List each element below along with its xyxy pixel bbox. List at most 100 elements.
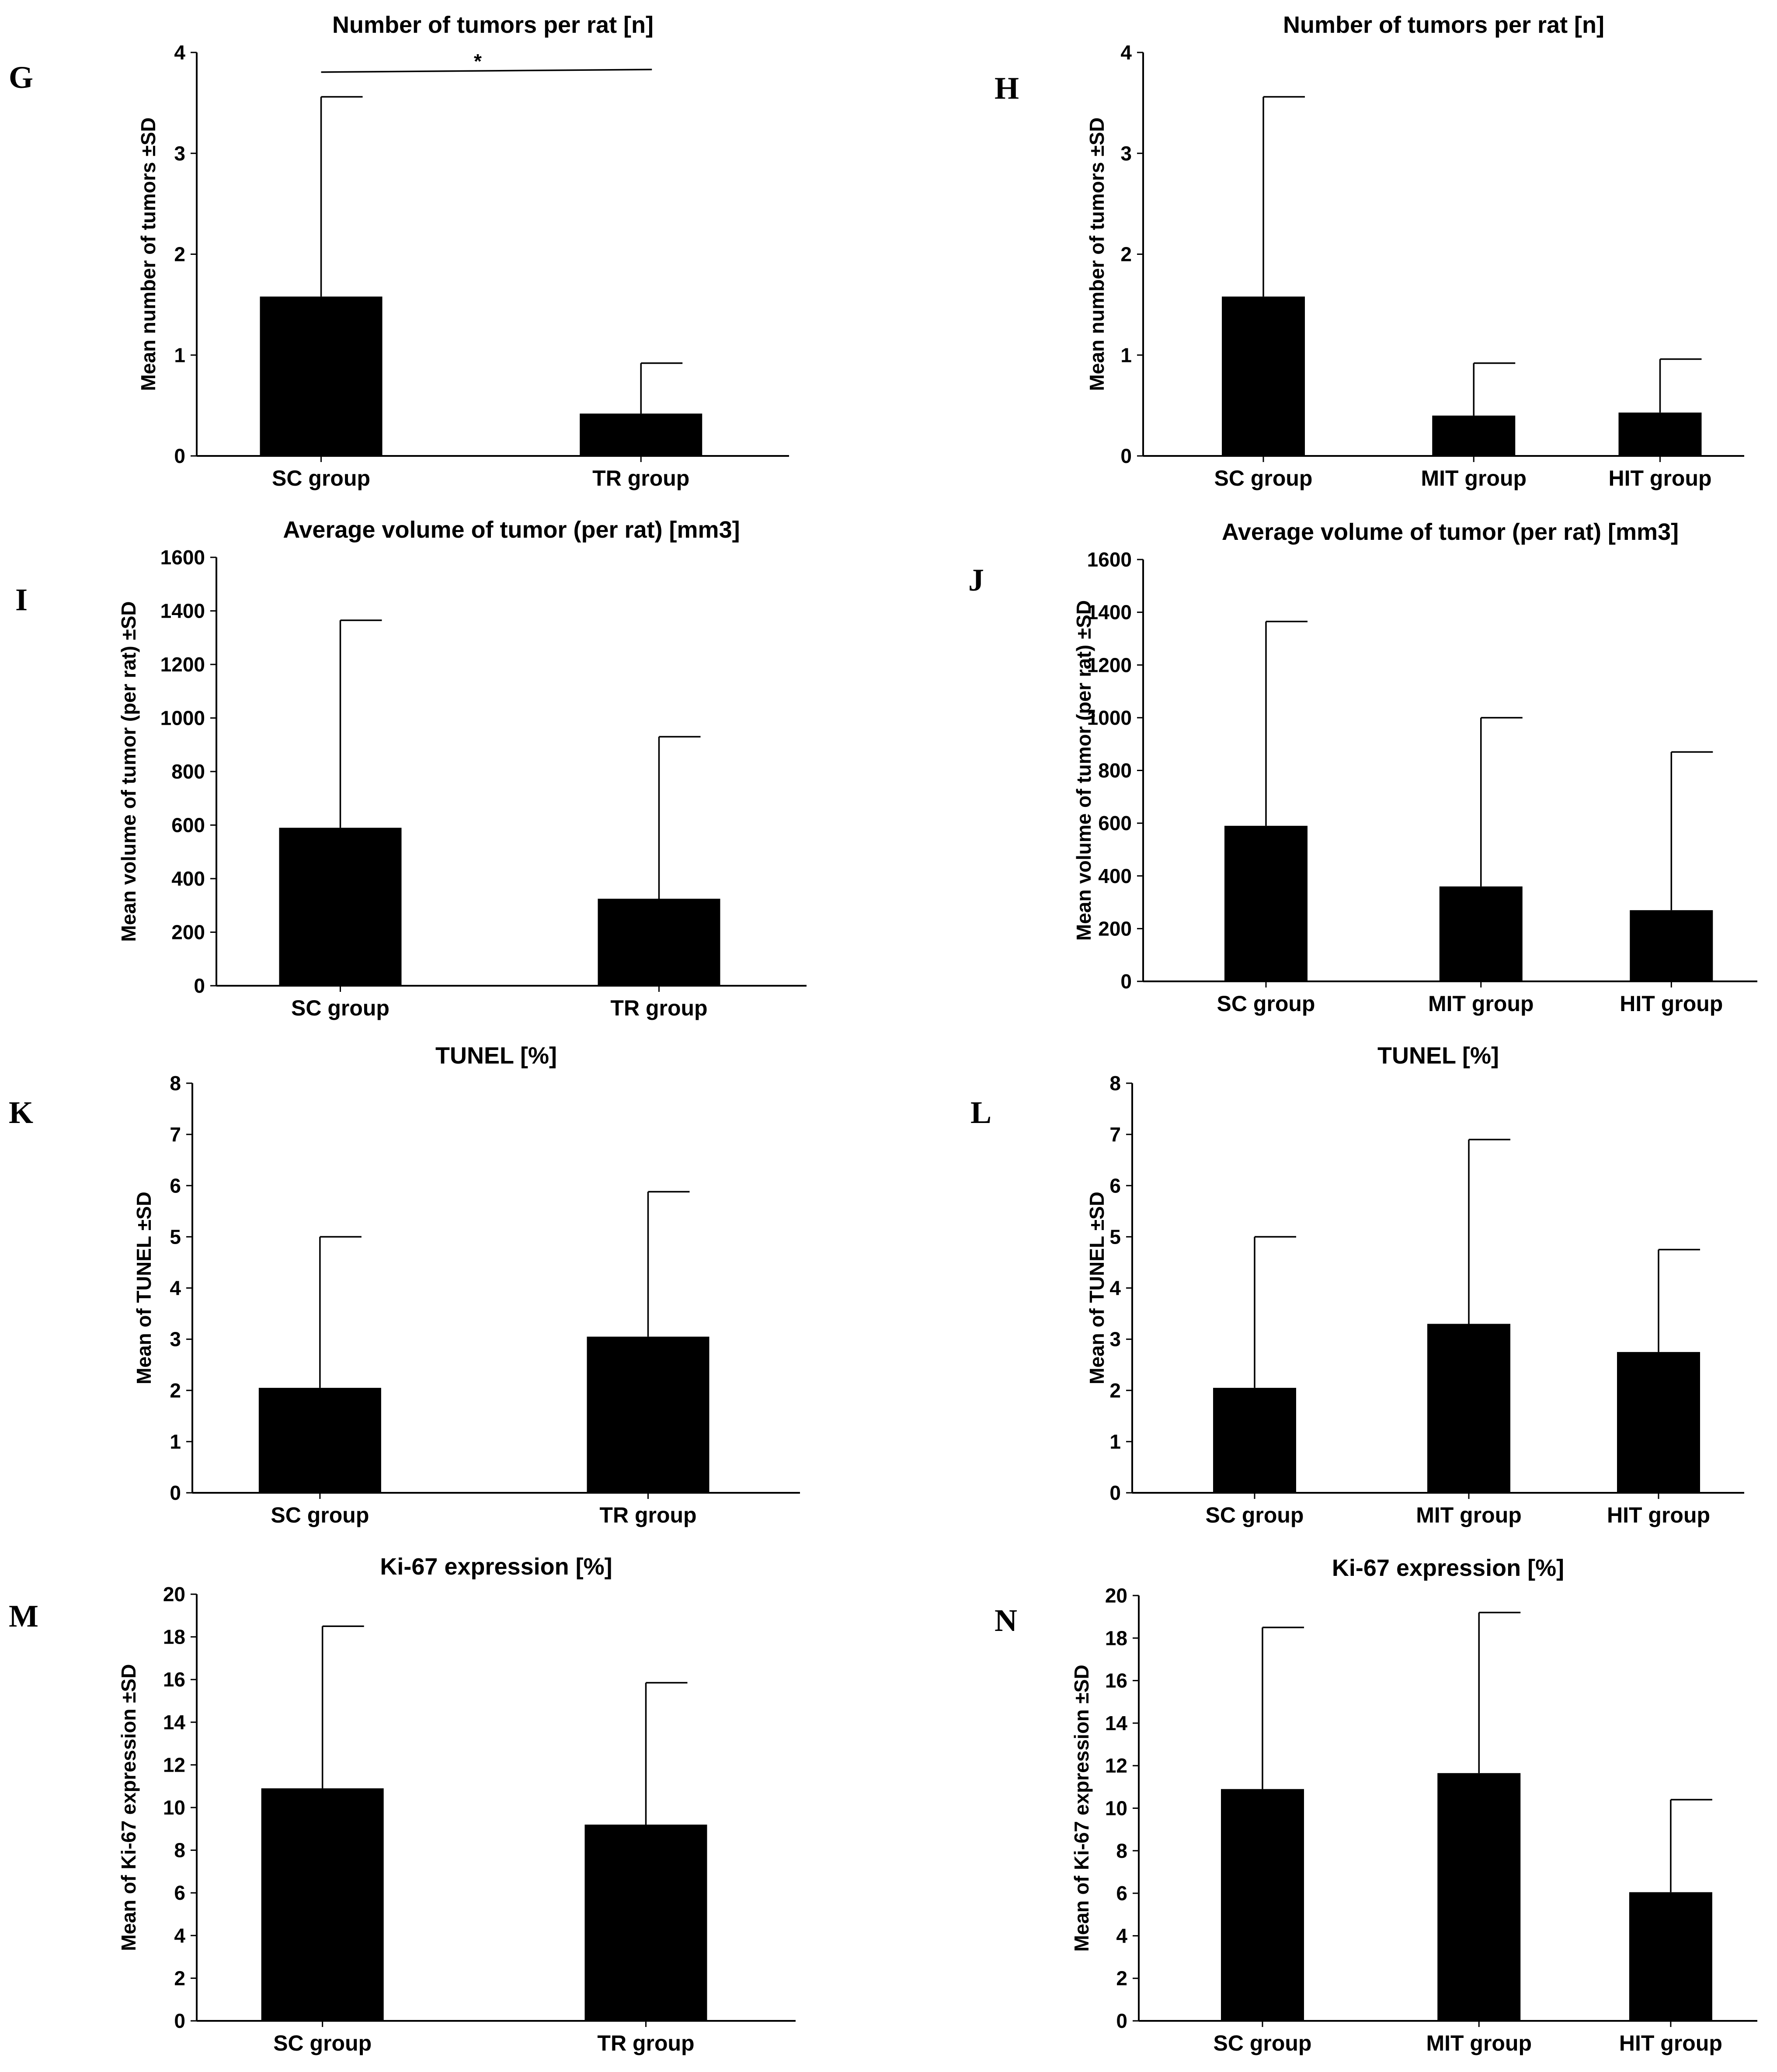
chart-k-bar-tr-group	[587, 1336, 709, 1493]
chart-l-panel-letter: L	[970, 1095, 991, 1130]
chart-h-category-label: SC group	[1214, 466, 1313, 490]
chart-j-bar-mit-group	[1439, 886, 1523, 981]
chart-i-y-tick-label: 800	[171, 760, 205, 783]
chart-l-bar-hit-group	[1617, 1352, 1700, 1493]
chart-l-bar-sc-group	[1213, 1387, 1296, 1493]
chart-k-y-tick-label: 0	[170, 1481, 181, 1504]
chart-k-y-tick-label: 5	[170, 1225, 181, 1248]
chart-j-category-label: MIT group	[1428, 991, 1534, 1016]
chart-g-category-label: SC group	[272, 466, 370, 490]
chart-i-y-tick-label: 1600	[160, 546, 205, 569]
chart-g-significance-line	[321, 69, 652, 73]
chart-n-y-tick-label: 0	[1116, 2009, 1127, 2032]
chart-k-y-tick-label: 7	[170, 1123, 181, 1146]
chart-j-y-tick-label: 1400	[1087, 601, 1132, 624]
chart-i-y-tick-label: 400	[171, 867, 205, 890]
chart-j-panel-letter: J	[968, 563, 984, 598]
chart-n-bar-hit-group	[1629, 1892, 1712, 2021]
chart-l-y-tick-label: 6	[1109, 1174, 1121, 1197]
chart-n-y-tick-label: 14	[1105, 1712, 1128, 1735]
chart-j-y-tick-label: 800	[1098, 759, 1132, 782]
chart-h-y-tick-label: 0	[1120, 445, 1132, 467]
chart-n-y-tick-label: 8	[1116, 1839, 1127, 1862]
chart-g-significance-label: *	[474, 50, 482, 73]
chart-l-category-label: MIT group	[1416, 1503, 1522, 1527]
chart-h-y-axis-label: Mean number of tumors ±SD	[1085, 118, 1108, 391]
chart-k-category-label: SC group	[271, 1503, 369, 1527]
chart-n-y-tick-label: 10	[1105, 1797, 1127, 1820]
chart-n-y-tick-label: 12	[1105, 1754, 1127, 1777]
chart-n-panel-letter: N	[995, 1603, 1017, 1638]
chart-l-y-tick-label: 8	[1109, 1072, 1121, 1095]
chart-m-y-tick-label: 10	[163, 1796, 185, 1819]
chart-m-y-tick-label: 16	[163, 1668, 185, 1691]
chart-k-title: TUNEL [%]	[435, 1043, 557, 1069]
chart-n-bar-sc-group	[1221, 1789, 1304, 2021]
chart-j-y-tick-label: 0	[1120, 970, 1132, 993]
chart-k-panel-letter: K	[9, 1095, 33, 1130]
chart-g-y-tick-label: 3	[174, 142, 185, 165]
chart-l-y-tick-label: 0	[1109, 1481, 1121, 1504]
chart-m-y-tick-label: 8	[174, 1839, 185, 1862]
chart-k-y-tick-label: 8	[170, 1072, 181, 1095]
chart-l-category-label: SC group	[1206, 1503, 1304, 1527]
chart-j-y-tick-label: 400	[1098, 865, 1132, 887]
chart-i-category-label: TR group	[610, 996, 707, 1020]
chart-l-bar-mit-group	[1427, 1324, 1510, 1493]
chart-j-y-axis-label: Mean volume of tumor (per rat) ±SD	[1072, 600, 1095, 941]
chart-i-y-tick-label: 1000	[160, 707, 205, 730]
chart-l-y-tick-label: 3	[1109, 1328, 1121, 1351]
chart-k-y-tick-label: 2	[170, 1379, 181, 1402]
chart-i-y-tick-label: 1400	[160, 600, 205, 622]
chart-g-panel-letter: G	[9, 60, 33, 95]
chart-l-title: TUNEL [%]	[1377, 1043, 1499, 1069]
chart-h-title: Number of tumors per rat [n]	[1283, 12, 1604, 38]
chart-h-category-label: HIT group	[1608, 466, 1711, 490]
chart-m-y-tick-label: 6	[174, 1881, 185, 1904]
chart-n-category-label: HIT group	[1619, 2031, 1722, 2055]
chart-m-y-axis-label: Mean of Ki-67 expression ±SD	[117, 1664, 140, 1951]
chart-k-bar-sc-group	[258, 1387, 381, 1493]
chart-n-y-tick-label: 4	[1116, 1924, 1127, 1947]
chart-n-title: Ki-67 expression [%]	[1332, 1555, 1564, 1581]
chart-m-y-tick-label: 18	[163, 1626, 185, 1648]
chart-n-y-tick-label: 16	[1105, 1669, 1127, 1692]
chart-n-y-axis-label: Mean of Ki-67 expression ±SD	[1070, 1665, 1093, 1952]
chart-g-y-tick-label: 1	[174, 344, 185, 366]
chart-g-y-axis-label: Mean number of tumors ±SD	[137, 118, 160, 391]
chart-l-y-tick-label: 4	[1109, 1277, 1121, 1300]
chart-m-y-tick-label: 20	[163, 1583, 185, 1606]
chart-i-category-label: SC group	[291, 996, 389, 1020]
chart-n-category-label: SC group	[1214, 2031, 1312, 2055]
chart-j-bar-hit-group	[1630, 910, 1713, 981]
chart-g-title: Number of tumors per rat [n]	[332, 12, 654, 38]
chart-k-y-axis-label: Mean of TUNEL ±SD	[132, 1192, 155, 1384]
chart-h-y-tick-label: 3	[1120, 142, 1132, 165]
chart-m-y-tick-label: 2	[174, 1967, 185, 1989]
chart-k-y-tick-label: 6	[170, 1174, 181, 1197]
chart-i-title: Average volume of tumor (per rat) [mm3]	[283, 517, 740, 543]
chart-m-title: Ki-67 expression [%]	[380, 1554, 612, 1580]
chart-m-y-tick-label: 12	[163, 1753, 185, 1776]
chart-l-y-tick-label: 1	[1109, 1430, 1121, 1453]
chart-h-y-tick-label: 1	[1120, 344, 1132, 366]
chart-m-bar-sc-group	[261, 1788, 384, 2021]
chart-g-bar-sc-group	[260, 296, 383, 456]
chart-n-y-tick-label: 6	[1116, 1882, 1127, 1905]
chart-k-y-tick-label: 1	[170, 1430, 181, 1453]
chart-n-y-tick-label: 18	[1105, 1627, 1127, 1649]
chart-h-y-tick-label: 4	[1120, 41, 1132, 64]
chart-h-bar-sc-group	[1222, 296, 1305, 456]
chart-h-category-label: MIT group	[1421, 466, 1527, 490]
chart-m-panel-letter: M	[9, 1599, 38, 1634]
chart-j-y-tick-label: 1200	[1087, 654, 1132, 676]
chart-m-category-label: TR group	[597, 2031, 694, 2055]
chart-n-y-tick-label: 20	[1105, 1584, 1127, 1607]
chart-h-bar-mit-group	[1432, 415, 1516, 456]
chart-l-y-tick-label: 2	[1109, 1379, 1121, 1402]
chart-n-bar-mit-group	[1437, 1773, 1521, 2021]
chart-j-y-tick-label: 200	[1098, 917, 1132, 940]
chart-l-y-axis-label: Mean of TUNEL ±SD	[1085, 1192, 1108, 1384]
chart-i-y-tick-label: 1200	[160, 653, 205, 676]
